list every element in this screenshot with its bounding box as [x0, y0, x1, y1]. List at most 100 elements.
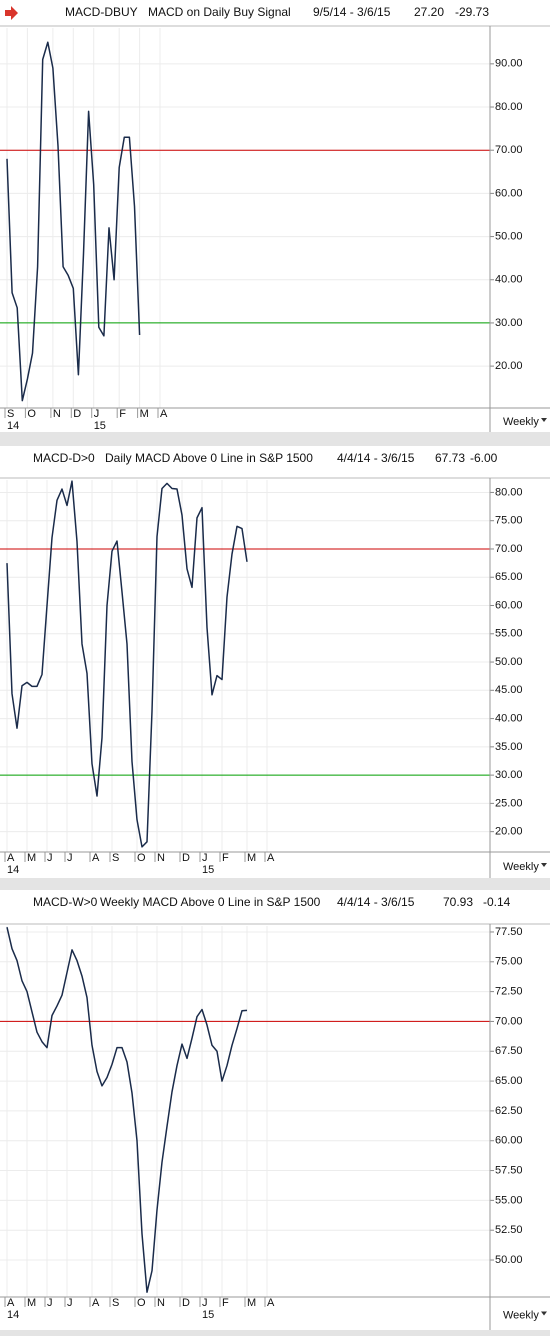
y-tick-label: 30.00 — [495, 317, 523, 329]
header-symbol: MACD-D>0 — [33, 451, 95, 465]
x-tick-label: A — [92, 852, 100, 864]
x-tick-label: O — [137, 1297, 146, 1309]
year-label: 14 — [7, 420, 19, 432]
panel-gap — [0, 1330, 550, 1336]
dropdown-caret[interactable] — [541, 418, 547, 422]
header-last-value: 27.20 — [414, 5, 444, 19]
x-tick-label: J — [47, 1297, 53, 1309]
y-tick-label: 57.50 — [495, 1164, 523, 1176]
y-tick-label: 45.00 — [495, 684, 523, 696]
x-tick-label: M — [247, 852, 256, 864]
header-last-value: 70.93 — [443, 895, 473, 909]
x-tick-label: A — [160, 408, 168, 420]
x-tick-label: S — [7, 408, 14, 420]
x-tick-label: J — [67, 1297, 73, 1309]
y-tick-label: 20.00 — [495, 360, 523, 372]
header-date-range: 4/4/14 - 3/6/15 — [337, 451, 415, 465]
x-tick-label: A — [7, 852, 15, 864]
data-line — [6, 480, 248, 848]
alert-arrow-icon[interactable] — [5, 6, 18, 20]
x-tick-label: J — [47, 852, 53, 864]
y-tick-label: 75.00 — [495, 956, 523, 968]
header-symbol: MACD-DBUY — [65, 5, 138, 19]
year-label: 15 — [202, 1309, 214, 1321]
y-tick-label: 80.00 — [495, 101, 523, 113]
header-last-value: 67.73 — [435, 451, 465, 465]
x-tick-label: N — [53, 408, 61, 420]
y-tick-label: 72.50 — [495, 986, 523, 998]
dropdown-caret[interactable] — [541, 1311, 547, 1316]
x-tick-label: S — [112, 852, 119, 864]
x-tick-label: D — [73, 408, 81, 420]
y-tick-label: 67.50 — [495, 1045, 523, 1057]
y-tick-label: 30.00 — [495, 769, 523, 781]
x-tick-label: A — [267, 1297, 275, 1309]
y-tick-label: 70.00 — [495, 1015, 523, 1027]
data-line — [6, 41, 141, 402]
x-tick-label: A — [267, 852, 275, 864]
y-tick-label: 75.00 — [495, 515, 523, 527]
y-tick-label: 60.00 — [495, 599, 523, 611]
header-date-range: 4/4/14 - 3/6/15 — [337, 895, 415, 909]
y-tick-label: 62.50 — [495, 1105, 523, 1117]
x-tick-label: J — [94, 408, 100, 420]
y-tick-label: 35.00 — [495, 741, 523, 753]
y-tick-label: 70.00 — [495, 543, 523, 555]
panel-gap — [0, 432, 550, 446]
period-label[interactable]: Weekly — [503, 416, 539, 428]
y-tick-label: 55.00 — [495, 1194, 523, 1206]
y-tick-label: 40.00 — [495, 712, 523, 724]
y-tick-label: 50.00 — [495, 656, 523, 668]
header-title: Daily MACD Above 0 Line in S&P 1500 — [105, 451, 313, 465]
x-tick-label: D — [182, 1297, 190, 1309]
year-label: 14 — [7, 864, 19, 876]
y-tick-label: 65.00 — [495, 571, 523, 583]
period-label[interactable]: Weekly — [503, 1309, 539, 1321]
x-tick-label: O — [137, 852, 146, 864]
y-tick-label: 50.00 — [495, 230, 523, 242]
y-tick-label: 80.00 — [495, 486, 523, 498]
header-symbol: MACD-W>0 — [33, 895, 98, 909]
y-tick-label: 20.00 — [495, 826, 523, 838]
x-tick-label: F — [119, 408, 126, 420]
y-tick-label: 50.00 — [495, 1254, 523, 1266]
header-change: -0.14 — [483, 895, 511, 909]
x-tick-label: F — [222, 1297, 229, 1309]
header-title: MACD on Daily Buy Signal — [148, 5, 291, 19]
x-tick-label: A — [7, 1297, 15, 1309]
data-line — [6, 927, 248, 1293]
y-tick-label: 70.00 — [495, 144, 523, 156]
header-date-range: 9/5/14 - 3/6/15 — [313, 5, 391, 19]
dropdown-caret[interactable] — [541, 863, 547, 867]
period-dropdown[interactable]: Weekly — [503, 416, 547, 428]
y-tick-label: 25.00 — [495, 797, 523, 809]
x-tick-label: N — [157, 852, 165, 864]
header-title: Weekly MACD Above 0 Line in S&P 1500 — [100, 895, 321, 909]
x-tick-label: J — [67, 852, 73, 864]
period-dropdown[interactable]: Weekly — [503, 1309, 547, 1321]
y-tick-label: 60.00 — [495, 1135, 523, 1147]
x-tick-label: A — [92, 1297, 100, 1309]
period-dropdown[interactable]: Weekly — [503, 861, 547, 873]
header-change: -29.73 — [455, 5, 489, 19]
year-label: 14 — [7, 1309, 19, 1321]
x-tick-label: O — [27, 408, 36, 420]
x-tick-label: J — [202, 1297, 208, 1309]
header-change: -6.00 — [470, 451, 498, 465]
x-tick-label: S — [112, 1297, 119, 1309]
x-tick-label: N — [157, 1297, 165, 1309]
y-tick-label: 52.50 — [495, 1224, 523, 1236]
y-tick-label: 65.00 — [495, 1075, 523, 1087]
x-tick-label: J — [202, 852, 208, 864]
year-label: 15 — [202, 864, 214, 876]
x-tick-label: M — [27, 1297, 36, 1309]
y-tick-label: 60.00 — [495, 187, 523, 199]
year-label: 15 — [94, 420, 106, 432]
x-tick-label: M — [27, 852, 36, 864]
y-tick-label: 77.50 — [495, 926, 523, 938]
x-tick-label: M — [247, 1297, 256, 1309]
period-label[interactable]: Weekly — [503, 861, 539, 873]
